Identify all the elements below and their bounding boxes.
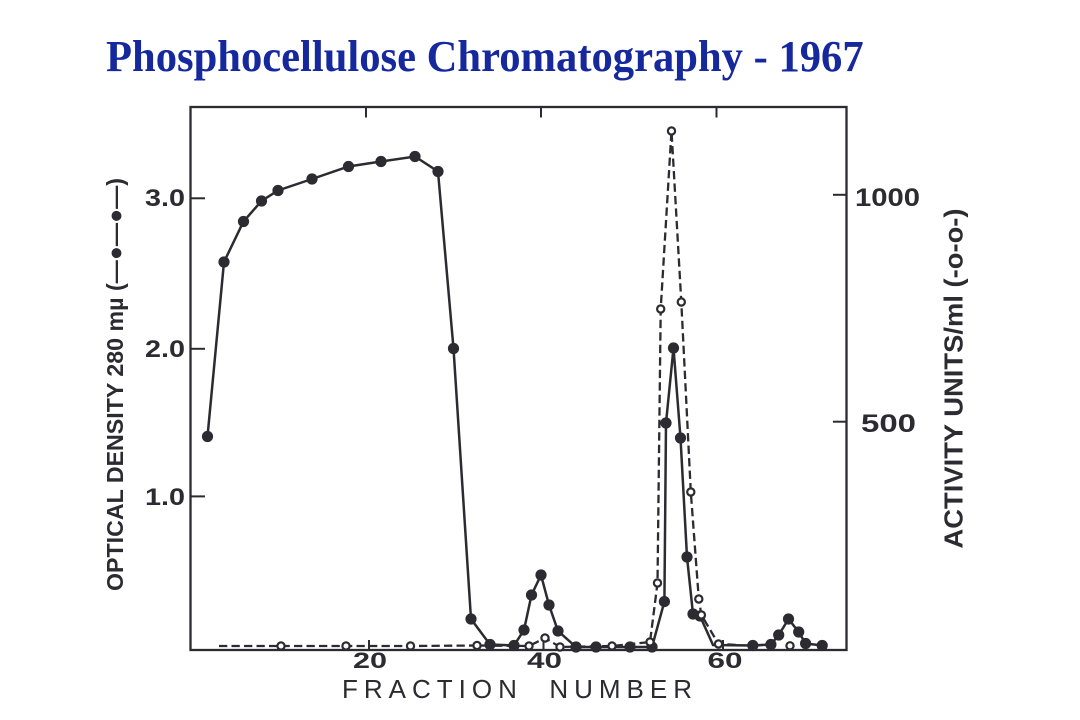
svg-text:3.0: 3.0 [145, 185, 185, 212]
svg-text:2.0: 2.0 [145, 336, 185, 363]
svg-text:1.0: 1.0 [145, 484, 185, 511]
svg-text:ACTIVITY UNITS/ml (-o-o-): ACTIVITY UNITS/ml (-o-o-) [939, 209, 969, 549]
svg-text:FRACTION NUMBER: FRACTION NUMBER [342, 674, 698, 704]
svg-text:60: 60 [708, 648, 743, 673]
svg-text:OPTICAL DENSITY 280 mµ (—●—●—): OPTICAL DENSITY 280 mµ (—●—●—) [102, 178, 128, 591]
svg-text:500: 500 [861, 410, 916, 438]
svg-text:40: 40 [527, 648, 562, 673]
svg-text:1000: 1000 [855, 184, 920, 212]
svg-text:20: 20 [353, 648, 387, 673]
